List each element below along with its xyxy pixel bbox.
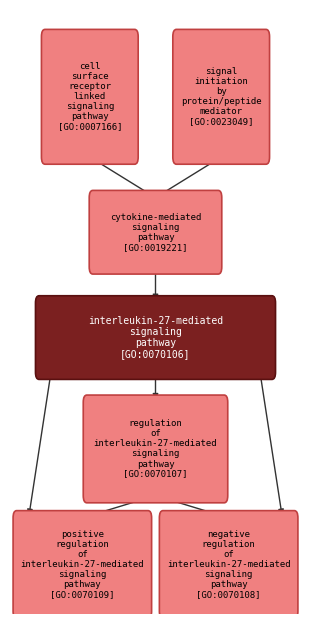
FancyBboxPatch shape	[83, 395, 228, 503]
FancyBboxPatch shape	[41, 29, 138, 164]
Text: cell
surface
receptor
linked
signaling
pathway
[GO:0007166]: cell surface receptor linked signaling p…	[58, 62, 122, 132]
FancyBboxPatch shape	[173, 29, 270, 164]
FancyBboxPatch shape	[159, 510, 298, 618]
FancyBboxPatch shape	[35, 296, 276, 379]
Text: interleukin-27-mediated
signaling
pathway
[GO:0070106]: interleukin-27-mediated signaling pathwa…	[88, 316, 223, 359]
Text: cytokine-mediated
signaling
pathway
[GO:0019221]: cytokine-mediated signaling pathway [GO:…	[110, 213, 201, 252]
Text: regulation
of
interleukin-27-mediated
signaling
pathway
[GO:0070107]: regulation of interleukin-27-mediated si…	[94, 419, 217, 478]
FancyBboxPatch shape	[89, 191, 222, 274]
Text: signal
initiation
by
protein/peptide
mediator
[GO:0023049]: signal initiation by protein/peptide med…	[181, 67, 262, 127]
Text: positive
regulation
of
interleukin-27-mediated
signaling
pathway
[GO:0070109]: positive regulation of interleukin-27-me…	[21, 530, 144, 599]
Text: negative
regulation
of
interleukin-27-mediated
signaling
pathway
[GO:0070108]: negative regulation of interleukin-27-me…	[167, 530, 290, 599]
FancyBboxPatch shape	[13, 510, 152, 618]
